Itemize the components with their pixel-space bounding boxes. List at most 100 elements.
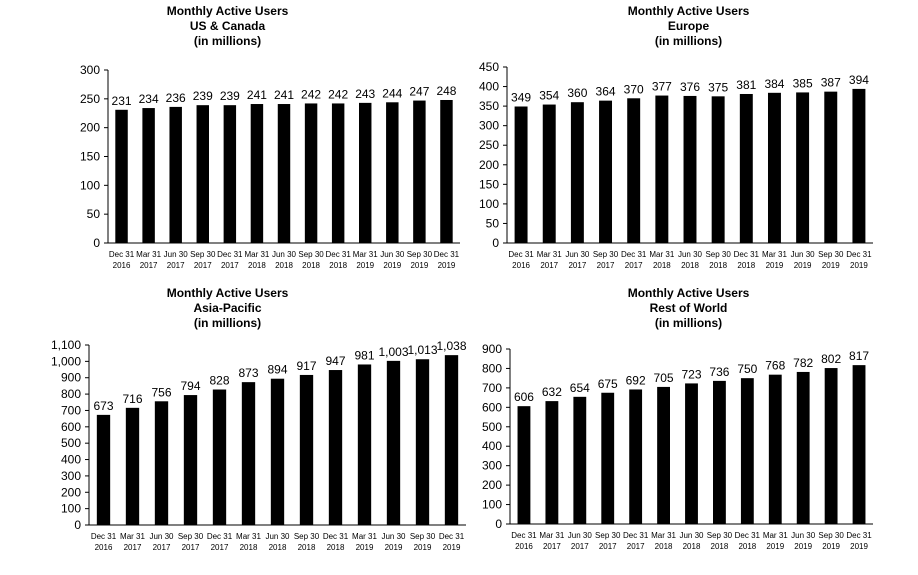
chart-europe: Monthly Active Users Europe (in millions… — [459, 0, 918, 288]
y-tick-label: 150 — [479, 177, 499, 191]
x-tick-label-year: 2019 — [794, 542, 812, 551]
bar — [739, 93, 753, 243]
y-tick-label: 150 — [80, 150, 100, 164]
chart-subtitle: US & Canada — [189, 19, 266, 33]
y-tick-label: 300 — [80, 63, 100, 77]
bar — [115, 109, 128, 243]
bar — [223, 105, 237, 243]
x-tick-label-date: Mar 31 — [352, 532, 377, 541]
y-tick-label: 700 — [482, 381, 502, 395]
x-tick-label-year: 2018 — [655, 542, 673, 551]
x-tick-label-date: Dec 31 — [217, 250, 243, 259]
x-tick-label-date: Mar 31 — [353, 250, 378, 259]
data-label: 894 — [267, 363, 287, 377]
x-tick-label-year: 2018 — [653, 261, 671, 270]
bar — [657, 386, 670, 524]
x-tick-label-year: 2017 — [167, 261, 185, 270]
x-tick-label-year: 2018 — [681, 261, 699, 270]
y-tick-label: 600 — [482, 400, 502, 414]
chart-unit-label: (in millions) — [654, 316, 723, 330]
x-tick-label-date: Jun 30 — [265, 532, 290, 541]
bar — [277, 104, 291, 243]
bar — [142, 108, 155, 243]
bar-chart-europe: 0 50 100 150 200 250 300 350 400 450 349 Dec 31 2016… — [479, 60, 873, 270]
x-tick-label-year: 2019 — [794, 261, 812, 270]
data-label: 736 — [709, 365, 729, 379]
data-label: 828 — [209, 374, 229, 388]
x-tick-label-date: Jun 30 — [791, 250, 816, 259]
x-tick-label-date: Dec 31 — [508, 250, 534, 259]
data-label: 377 — [652, 80, 672, 94]
y-tick-label: 1,000 — [51, 354, 81, 368]
x-tick-label-date: Dec 31 — [439, 532, 465, 541]
x-tick-label-date: Dec 31 — [323, 532, 349, 541]
chart-unit-label: (in millions) — [654, 34, 723, 48]
y-tick-label: 0 — [74, 518, 81, 532]
data-label: 756 — [151, 385, 171, 399]
x-tick-label-year: 2018 — [302, 261, 320, 270]
bar — [824, 368, 838, 524]
x-tick-label-date: Dec 31 — [846, 531, 872, 540]
x-tick-label-year: 2016 — [113, 261, 131, 270]
x-tick-label-year: 2016 — [512, 261, 530, 270]
data-label: 654 — [570, 381, 590, 395]
y-tick-label: 400 — [479, 80, 499, 94]
x-tick-label-date: Dec 31 — [734, 250, 760, 259]
chart-asia-pacific: Monthly Active Users Asia-Pacific (in mi… — [0, 282, 467, 570]
bar — [415, 359, 430, 525]
data-label: 244 — [382, 86, 402, 100]
data-label: 692 — [626, 373, 646, 387]
data-label: 384 — [764, 77, 784, 91]
data-label: 1,003 — [378, 345, 408, 359]
data-label: 375 — [708, 80, 728, 94]
data-label: 794 — [180, 379, 200, 393]
bar — [386, 360, 401, 525]
data-label: 981 — [354, 348, 374, 362]
x-tick-label-date: Dec 31 — [207, 532, 233, 541]
y-tick-label: 300 — [482, 459, 502, 473]
y-tick-label: 0 — [492, 236, 499, 250]
chart-title-block: Monthly Active Users Rest of World (in m… — [459, 286, 918, 331]
data-label: 376 — [680, 80, 700, 94]
data-label: 606 — [514, 390, 534, 404]
x-tick-label-year: 2017 — [124, 543, 142, 552]
y-tick-label: 300 — [479, 119, 499, 133]
y-tick-label: 300 — [61, 469, 81, 483]
x-tick-label-year: 2018 — [329, 261, 347, 270]
data-label: 675 — [598, 377, 618, 391]
x-tick-label-year: 2018 — [240, 543, 258, 552]
x-tick-label-year: 2016 — [515, 542, 533, 551]
chart-subtitle: Europe — [667, 19, 710, 33]
x-tick-label-year: 2019 — [443, 543, 461, 552]
x-tick-label-year: 2019 — [850, 261, 868, 270]
x-tick-label-year: 2019 — [438, 261, 456, 270]
bar — [444, 355, 459, 525]
data-label: 632 — [542, 385, 562, 399]
data-label: 248 — [436, 84, 456, 98]
bar — [683, 95, 697, 243]
bar — [768, 374, 782, 524]
x-tick-label-date: Sep 30 — [818, 531, 844, 540]
bar — [250, 104, 264, 243]
x-tick-label-date: Sep 30 — [178, 532, 204, 541]
bar — [328, 370, 343, 525]
data-label: 349 — [511, 91, 531, 105]
x-tick-label-year: 2017 — [211, 543, 229, 552]
x-tick-label-year: 2017 — [599, 542, 617, 551]
x-tick-label-date: Sep 30 — [593, 250, 619, 259]
x-tick-label-date: Dec 31 — [735, 531, 761, 540]
x-tick-label-date: Mar 31 — [244, 250, 269, 259]
data-label: 705 — [654, 371, 674, 385]
data-label: 385 — [793, 76, 813, 90]
x-tick-label-date: Jun 30 — [679, 531, 704, 540]
bar — [359, 102, 372, 244]
data-label: 673 — [93, 399, 113, 413]
y-tick-label: 100 — [80, 178, 100, 192]
data-label: 394 — [849, 73, 869, 87]
chart-unit-label: (in millions) — [193, 316, 262, 330]
bar — [740, 378, 754, 524]
y-tick-label: 250 — [80, 92, 100, 106]
x-tick-label-date: Sep 30 — [705, 250, 731, 259]
x-tick-label-date: Sep 30 — [410, 532, 436, 541]
chart-title-block: Monthly Active Users Europe (in millions… — [459, 4, 918, 49]
